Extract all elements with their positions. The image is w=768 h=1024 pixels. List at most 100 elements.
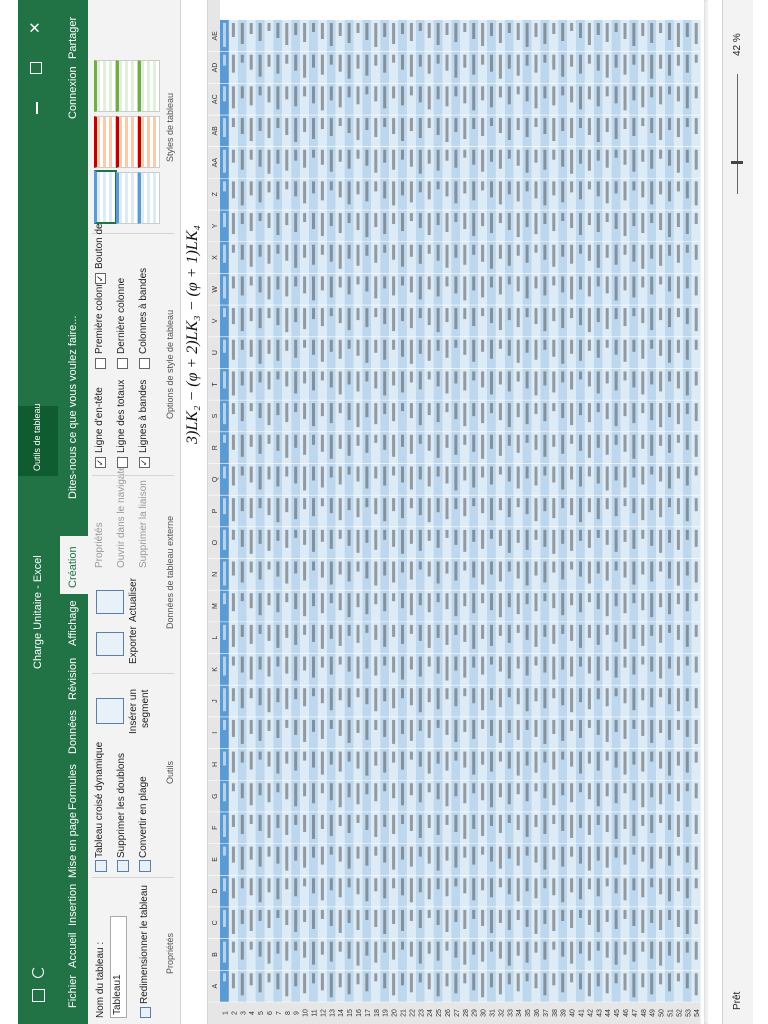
- convert-range[interactable]: Convertir en plage: [138, 776, 149, 858]
- column-letter: O: [212, 539, 219, 545]
- cell-content: [490, 878, 493, 898]
- tell-me[interactable]: Dites-nous ce que vous voulez faire...: [67, 315, 79, 499]
- checkbox[interactable]: [117, 457, 128, 468]
- cell-content: [276, 118, 280, 129]
- sign-in[interactable]: Connexion: [67, 66, 79, 119]
- cell-content: [276, 213, 280, 236]
- style-swatch[interactable]: [94, 60, 116, 112]
- cell-content: [320, 846, 324, 865]
- slicer-line2[interactable]: segment: [140, 689, 151, 728]
- refresh[interactable]: Actualiser: [128, 578, 139, 622]
- ribbon-tab[interactable]: Révision: [67, 657, 79, 700]
- ribbon-tab[interactable]: Insertion: [67, 883, 79, 926]
- cell-content: [409, 561, 413, 580]
- cell-content: [383, 308, 387, 325]
- cell-content: [507, 783, 511, 805]
- ribbon-tab[interactable]: Mise en page: [67, 811, 79, 878]
- cell-content: [481, 23, 485, 46]
- cell-content: [427, 118, 431, 129]
- share[interactable]: Partager: [67, 16, 79, 59]
- cell-content: [587, 973, 591, 997]
- cell-content: [614, 23, 618, 32]
- maximize[interactable]: [30, 62, 42, 74]
- zoom-slider[interactable]: [737, 74, 738, 194]
- cell-content: [685, 814, 689, 827]
- checkbox[interactable]: [95, 358, 106, 369]
- cell-content: [641, 561, 645, 575]
- cell-content: [267, 878, 271, 893]
- cell-content: [365, 688, 369, 705]
- checkbox[interactable]: ✓: [95, 273, 106, 284]
- cell-content: [285, 434, 289, 458]
- cell-content: [401, 973, 404, 986]
- minimize[interactable]: [36, 102, 38, 114]
- ribbon-tab[interactable]: Formules: [67, 764, 79, 810]
- quick-undo[interactable]: [32, 966, 44, 978]
- ribbon-tab[interactable]: Données: [67, 709, 79, 754]
- option-label[interactable]: Première colonne: [94, 275, 105, 354]
- style-swatch[interactable]: [138, 172, 160, 224]
- style-swatch[interactable]: [116, 60, 138, 112]
- export[interactable]: Exporter: [128, 626, 139, 664]
- cell-content: [401, 434, 404, 447]
- cell-content: [650, 529, 654, 546]
- ribbon-tab[interactable]: Affichage: [67, 600, 79, 646]
- style-swatch[interactable]: [116, 116, 138, 168]
- remove-duplicates[interactable]: Supprimer les doublons: [116, 752, 127, 858]
- option-label[interactable]: Dernière colonne: [116, 277, 127, 354]
- checkbox[interactable]: ✓: [95, 457, 106, 468]
- style-swatch[interactable]: [138, 116, 160, 168]
- option-label[interactable]: Ligne des totaux: [116, 379, 127, 453]
- cell-content: [240, 371, 244, 386]
- quick-save[interactable]: [32, 989, 45, 1002]
- style-swatch[interactable]: [138, 60, 160, 112]
- cell-content: [481, 86, 485, 101]
- window-controls: ✕: [26, 14, 48, 124]
- cell-content: [240, 593, 244, 602]
- ribbon-tab[interactable]: Fichier: [67, 974, 79, 1008]
- row-number: 50: [659, 1009, 666, 1017]
- option-label[interactable]: Colonnes à bandes: [138, 267, 149, 354]
- cell-content: [579, 54, 582, 74]
- style-swatch[interactable]: [116, 172, 138, 224]
- style-swatch[interactable]: [94, 116, 116, 168]
- cell-content: [605, 23, 609, 42]
- cell-content: [240, 719, 244, 744]
- checkbox[interactable]: [139, 358, 150, 369]
- ribbon-tab[interactable]: Accueil: [67, 932, 79, 968]
- cell-content: [605, 656, 609, 671]
- table-row: [317, 20, 327, 1002]
- cell-content: [481, 149, 485, 172]
- cell-content: [641, 814, 645, 826]
- style-swatch[interactable]: [94, 170, 117, 224]
- zoom-level[interactable]: 42 %: [732, 33, 743, 56]
- cell-content: [258, 878, 262, 903]
- option-label[interactable]: Lignes à bandes: [138, 379, 149, 453]
- cell-content: [596, 878, 600, 897]
- close[interactable]: ✕: [27, 21, 44, 34]
- cell-content: [320, 814, 324, 829]
- cell-content: [641, 656, 645, 665]
- pivot[interactable]: Tableau croisé dynamique: [94, 741, 105, 858]
- resize-table[interactable]: Redimensionner le tableau: [139, 885, 150, 1004]
- cell-content: [676, 593, 680, 605]
- checkbox[interactable]: ✓: [139, 457, 150, 468]
- cell-content: [516, 624, 520, 633]
- cell-content: [294, 878, 298, 897]
- cell-content: [249, 276, 253, 286]
- cell-content: [552, 149, 556, 160]
- option-label[interactable]: Ligne d'en-tête: [94, 387, 105, 453]
- cell-content: [338, 244, 342, 269]
- cell-content: [347, 118, 351, 134]
- cell-content: [356, 814, 360, 823]
- slicer-line1[interactable]: Insérer un: [128, 688, 139, 734]
- cell-content: [596, 688, 600, 700]
- cell-content: [623, 846, 627, 865]
- cell-content: [454, 783, 458, 797]
- ribbon-tab[interactable]: Création: [67, 546, 79, 588]
- checkbox[interactable]: [117, 358, 128, 369]
- table-name[interactable]: Tableau1: [112, 974, 123, 1015]
- zoom-thumb[interactable]: [731, 161, 743, 164]
- cell-content: [570, 86, 574, 103]
- cell-content: [445, 498, 449, 520]
